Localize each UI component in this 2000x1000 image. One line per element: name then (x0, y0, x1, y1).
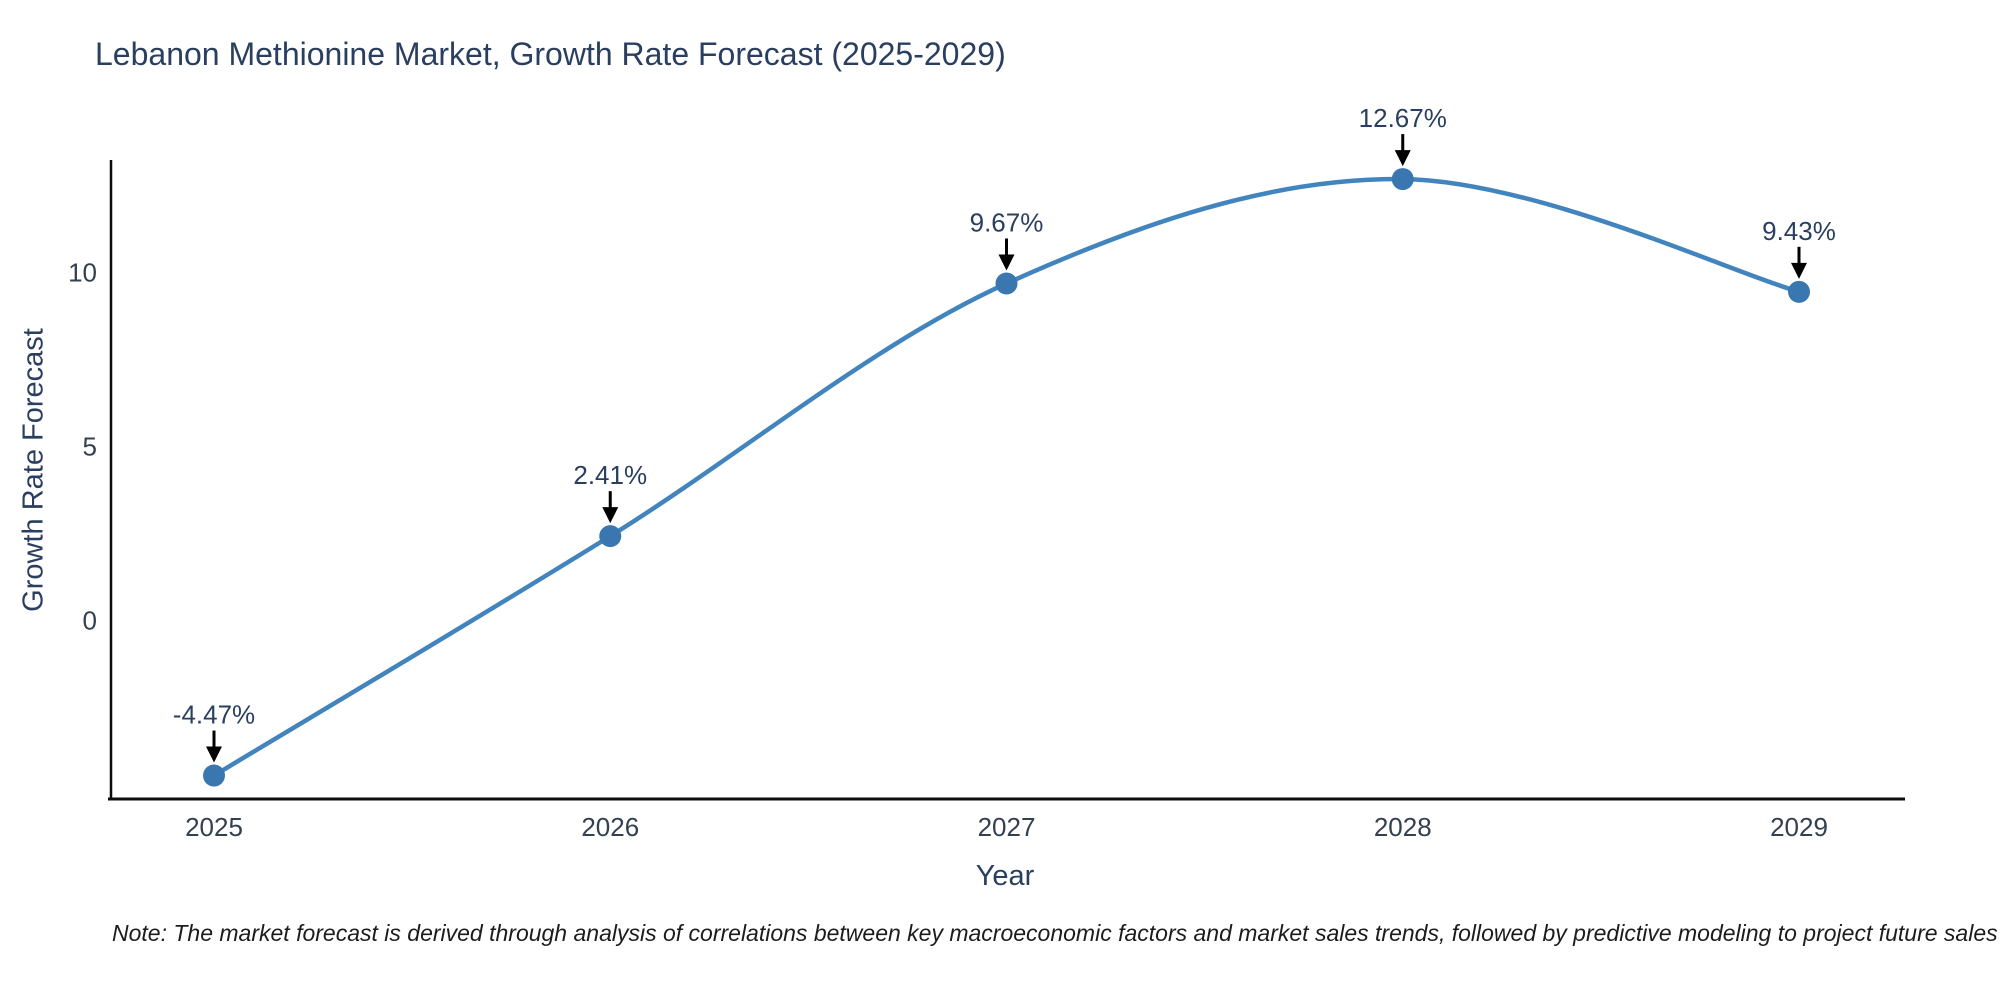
chart-title: Lebanon Methionine Market, Growth Rate F… (95, 36, 1006, 72)
annotation-arrow-head (1394, 150, 1411, 167)
data-point-marker (995, 272, 1018, 295)
x-tick-label: 2028 (1374, 812, 1432, 842)
annotation-value-label: 12.67% (1359, 103, 1447, 133)
y-tick-label: 10 (68, 258, 97, 288)
data-point-marker (1788, 280, 1810, 303)
annotation-value-label: -4.47% (173, 700, 255, 730)
x-tick-label: 2027 (978, 812, 1036, 842)
y-tick-label: 0 (83, 606, 97, 636)
annotation-arrow-head (206, 746, 222, 763)
data-point-marker (599, 525, 622, 548)
x-tick-label: 2026 (581, 812, 639, 842)
x-tick-label: 2025 (185, 812, 243, 842)
annotation-value-label: 2.41% (573, 460, 647, 490)
annotation-arrow-head (1791, 262, 1807, 279)
y-tick-label: 5 (83, 432, 97, 462)
chart-footnote: Note: The market forecast is derived thr… (112, 920, 1998, 946)
annotation-arrow-head (602, 507, 619, 524)
annotation-value-label: 9.67% (970, 207, 1044, 237)
x-tick-label: 2029 (1770, 812, 1828, 842)
annotation-arrow-head (998, 254, 1015, 271)
x-axis-title: Year (975, 860, 1035, 892)
data-point-marker (1391, 168, 1414, 191)
data-point-marker (203, 764, 225, 787)
annotation-value-label: 9.43% (1762, 216, 1836, 246)
